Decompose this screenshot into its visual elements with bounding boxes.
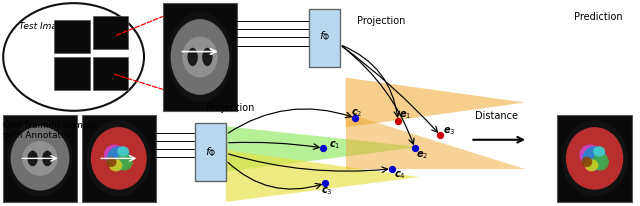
Ellipse shape [64, 31, 80, 43]
Ellipse shape [106, 157, 116, 167]
Ellipse shape [58, 23, 86, 51]
Text: $\boldsymbol{c}_2$: $\boldsymbol{c}_2$ [351, 107, 362, 119]
Ellipse shape [202, 49, 212, 67]
Ellipse shape [67, 34, 71, 40]
Ellipse shape [58, 60, 86, 88]
Ellipse shape [579, 145, 600, 166]
Text: $\boldsymbol{c}_1$: $\boldsymbol{c}_1$ [329, 138, 340, 150]
Point [435, 134, 445, 137]
Ellipse shape [188, 49, 198, 67]
Ellipse shape [96, 60, 125, 88]
Text: Prediction: Prediction [574, 12, 623, 21]
Bar [3, 115, 77, 202]
Ellipse shape [10, 127, 69, 191]
Ellipse shape [117, 146, 129, 157]
Ellipse shape [561, 121, 628, 197]
Polygon shape [346, 113, 525, 169]
Ellipse shape [42, 151, 52, 166]
Ellipse shape [182, 37, 218, 78]
Ellipse shape [59, 26, 85, 49]
Point [393, 120, 403, 123]
Ellipse shape [91, 128, 147, 190]
Bar [163, 4, 237, 111]
Text: $\boldsymbol{c}_3$: $\boldsymbol{c}_3$ [321, 185, 333, 197]
Ellipse shape [102, 27, 118, 39]
Ellipse shape [168, 13, 232, 102]
Ellipse shape [86, 121, 151, 197]
Ellipse shape [97, 21, 124, 44]
Ellipse shape [107, 146, 131, 171]
Bar [93, 58, 128, 91]
Bar [557, 115, 632, 202]
Ellipse shape [97, 63, 124, 86]
Text: Test Images: Test Images [19, 22, 73, 31]
Bar [54, 21, 90, 54]
Ellipse shape [585, 159, 598, 172]
Bar [93, 16, 128, 49]
Ellipse shape [105, 30, 109, 36]
Text: $\boldsymbol{e}_3$: $\boldsymbol{e}_3$ [443, 125, 456, 137]
Ellipse shape [582, 157, 592, 167]
Ellipse shape [111, 30, 116, 36]
Bar [82, 115, 156, 202]
Text: Projection: Projection [356, 16, 405, 26]
Ellipse shape [73, 71, 77, 77]
Bar [309, 10, 340, 68]
Ellipse shape [592, 153, 609, 171]
Polygon shape [226, 150, 419, 202]
Polygon shape [346, 78, 525, 128]
Ellipse shape [109, 159, 122, 172]
Ellipse shape [96, 19, 125, 47]
Ellipse shape [22, 141, 58, 176]
Ellipse shape [111, 71, 116, 77]
Point [318, 147, 328, 150]
Ellipse shape [28, 151, 38, 166]
Point [350, 117, 360, 120]
Ellipse shape [67, 71, 71, 77]
Point [320, 182, 330, 185]
Ellipse shape [116, 153, 132, 171]
Ellipse shape [170, 20, 230, 95]
Ellipse shape [582, 146, 607, 171]
Point [387, 167, 397, 171]
Text: $f_\Phi$: $f_\Phi$ [205, 145, 216, 158]
Text: One Training Sample
with Annotation: One Training Sample with Annotation [3, 120, 97, 139]
Text: $\boldsymbol{c}_4$: $\boldsymbol{c}_4$ [394, 169, 406, 181]
Text: $\boldsymbol{e}_2$: $\boldsymbol{e}_2$ [416, 148, 428, 160]
Text: Projection: Projection [206, 102, 255, 112]
Bar [54, 58, 90, 91]
Polygon shape [226, 127, 419, 172]
Text: $f_\Phi$: $f_\Phi$ [319, 29, 330, 43]
Text: $\boldsymbol{e}_1$: $\boldsymbol{e}_1$ [399, 109, 412, 121]
Ellipse shape [104, 145, 125, 166]
Ellipse shape [593, 146, 605, 157]
Ellipse shape [64, 68, 80, 80]
Point [410, 147, 420, 150]
Bar [195, 124, 226, 181]
Ellipse shape [73, 34, 77, 40]
Ellipse shape [102, 68, 118, 80]
Ellipse shape [105, 71, 109, 77]
Ellipse shape [8, 121, 72, 197]
Ellipse shape [59, 63, 85, 86]
Ellipse shape [566, 128, 623, 190]
Text: Distance: Distance [474, 111, 518, 121]
